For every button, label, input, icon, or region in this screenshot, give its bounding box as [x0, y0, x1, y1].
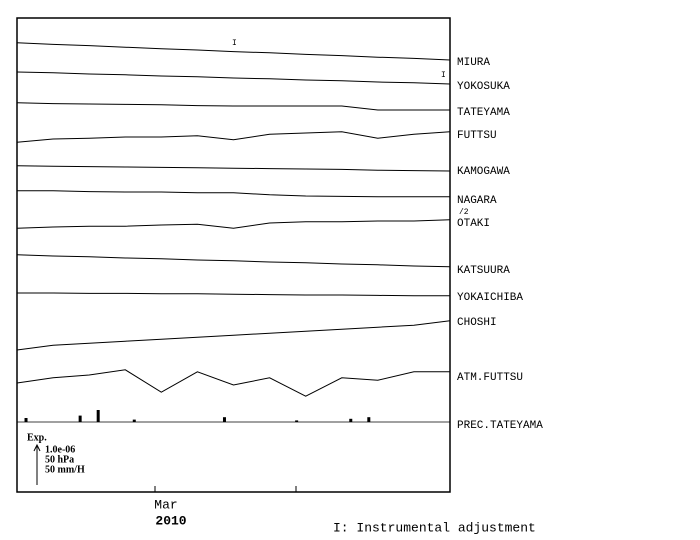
footnote: I: Instrumental adjustment [333, 520, 536, 535]
trace-label: KAMOGAWA [457, 166, 510, 178]
trace [16, 219, 451, 229]
trace [16, 320, 451, 351]
adjustment-mark: I [232, 39, 237, 48]
adjustment-mark: I [441, 71, 446, 80]
trace-label: NAGARA [457, 195, 497, 207]
trace [16, 102, 450, 111]
trace-label: OTAKI [457, 218, 490, 230]
scale-strain: 1.0e-06 [45, 444, 75, 455]
scale-pressure: 50 hPa [45, 454, 74, 465]
trace [16, 254, 451, 268]
scale-note: /2 [459, 208, 469, 217]
trace-label: CHOSHI [457, 317, 497, 329]
prec-bar [367, 417, 371, 422]
x-year: 2010 [155, 513, 186, 528]
trace-label: YOKOSUKA [457, 81, 510, 93]
trace-label: TATEYAMA [457, 107, 510, 119]
prec-bar [295, 420, 299, 422]
trace [16, 131, 451, 143]
scale-title: Exp. [27, 432, 47, 443]
trace [16, 71, 451, 85]
prec-bar [24, 418, 28, 422]
trace-label: YOKAICHIBA [457, 292, 523, 304]
trace-label: KATSUURA [457, 265, 510, 277]
prec-bar [132, 419, 136, 422]
prec-bar [96, 410, 100, 422]
trace-label: ATM.FUTTSU [457, 372, 523, 384]
trace [16, 369, 450, 397]
prec-bar [222, 417, 226, 422]
prec-bar [78, 415, 82, 422]
trace [17, 292, 450, 297]
plot-frame [16, 17, 451, 493]
trace-label: MIURA [457, 57, 490, 69]
trace [16, 165, 451, 172]
trace-label: PREC.TATEYAMA [457, 420, 543, 432]
trace [17, 190, 450, 198]
trace [16, 42, 451, 61]
scale-arrow [33, 443, 41, 452]
trace-label: FUTTSU [457, 130, 497, 142]
x-month: Mar [154, 497, 177, 512]
prec-bar [349, 418, 353, 422]
scale-precip: 50 mm/H [45, 464, 85, 475]
